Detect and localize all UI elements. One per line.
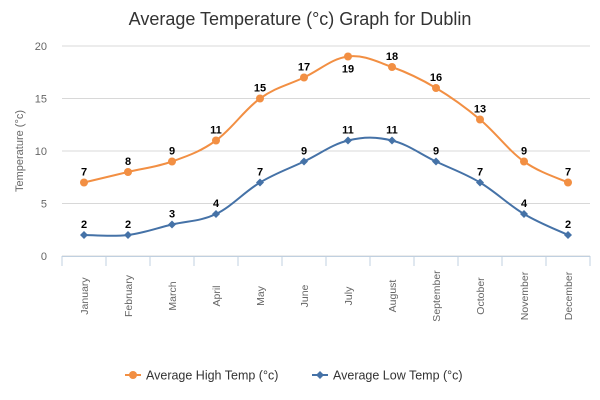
x-tick-label: July <box>343 286 355 305</box>
data-label: 17 <box>298 62 310 74</box>
data-label: 11 <box>386 125 398 137</box>
data-point <box>564 231 572 239</box>
x-tick-label: December <box>563 271 575 320</box>
data-point <box>168 220 176 229</box>
data-point <box>300 73 308 82</box>
data-label: 4 <box>213 198 220 210</box>
y-tick-label: 20 <box>35 41 47 53</box>
data-label: 2 <box>565 219 571 231</box>
data-point <box>256 94 264 103</box>
data-label: 13 <box>474 104 486 116</box>
legend-label: Average Low Temp (°c) <box>333 369 463 383</box>
data-label: 4 <box>521 198 528 210</box>
y-tick-label: 0 <box>41 251 47 263</box>
data-label: 16 <box>430 72 442 84</box>
x-tick-label: August <box>387 280 399 313</box>
data-label: 9 <box>301 146 307 158</box>
legend: Average High Temp (°c) Average Low Temp (… <box>125 369 463 383</box>
y-tick-label: 10 <box>35 146 47 158</box>
data-point <box>168 157 176 166</box>
diamond-marker-icon <box>316 371 324 379</box>
data-label: 9 <box>521 146 527 158</box>
y-axis-title: Temperature (°c) <box>14 110 26 192</box>
x-tick-label: November <box>519 271 531 320</box>
chart-title: Average Temperature (°c) Graph for Dubli… <box>129 9 472 29</box>
data-label: 2 <box>81 219 87 231</box>
data-point <box>476 115 484 124</box>
data-label: 3 <box>169 209 175 221</box>
plot-area <box>80 52 572 239</box>
y-tick-label: 5 <box>41 199 47 211</box>
data-point <box>300 157 308 166</box>
data-label: 8 <box>125 156 131 168</box>
data-point <box>564 178 572 187</box>
data-label: 9 <box>169 146 175 158</box>
circle-marker-icon <box>129 371 137 379</box>
legend-label: Average High Temp (°c) <box>146 369 278 383</box>
data-point <box>212 210 220 218</box>
data-label: 19 <box>342 64 354 76</box>
x-tick-label: October <box>475 277 487 315</box>
data-point <box>80 231 88 239</box>
data-label: 7 <box>565 167 571 179</box>
data-point <box>520 157 528 166</box>
y-tick-label: 15 <box>35 94 47 106</box>
data-point <box>388 63 396 71</box>
series-line <box>83 136 569 237</box>
data-point <box>388 136 396 145</box>
data-point <box>432 84 440 92</box>
x-tick-label: January <box>79 277 91 315</box>
x-tick-label: March <box>167 281 179 310</box>
data-label: 11 <box>210 125 222 137</box>
data-point <box>124 168 132 176</box>
data-point <box>344 52 352 61</box>
data-point <box>256 178 264 187</box>
data-label: 2 <box>125 219 131 231</box>
x-tick-label: September <box>431 270 443 322</box>
data-point <box>212 136 220 145</box>
data-labels: 7 8 9 11 15 17 19 18 16 13 9 7 2 2 3 4 7 9 11 11 9 7 4 2 <box>81 51 571 231</box>
data-point <box>476 178 484 187</box>
data-point <box>432 157 440 166</box>
data-label: 9 <box>433 146 439 158</box>
data-point <box>344 136 352 145</box>
series-line <box>83 55 569 184</box>
data-label: 15 <box>254 83 266 95</box>
data-point <box>124 231 132 239</box>
legend-item[interactable]: Average High Temp (°c) <box>125 369 278 383</box>
data-label: 11 <box>342 125 354 137</box>
x-tick-label: February <box>123 274 135 317</box>
x-axis: January February March April May June July Augu… <box>61 256 591 322</box>
data-label: 18 <box>386 51 398 63</box>
legend-item[interactable]: Average Low Temp (°c) <box>312 369 463 383</box>
data-label: 7 <box>81 167 87 179</box>
data-point <box>520 210 528 218</box>
x-tick-label: April <box>211 285 223 306</box>
x-tick-label: May <box>255 285 267 306</box>
y-axis-ticks: 0 5 10 15 20 <box>35 41 47 263</box>
data-label: 7 <box>477 167 483 179</box>
x-tick-label: June <box>299 284 311 307</box>
data-point <box>80 178 88 187</box>
data-label: 7 <box>257 167 263 179</box>
